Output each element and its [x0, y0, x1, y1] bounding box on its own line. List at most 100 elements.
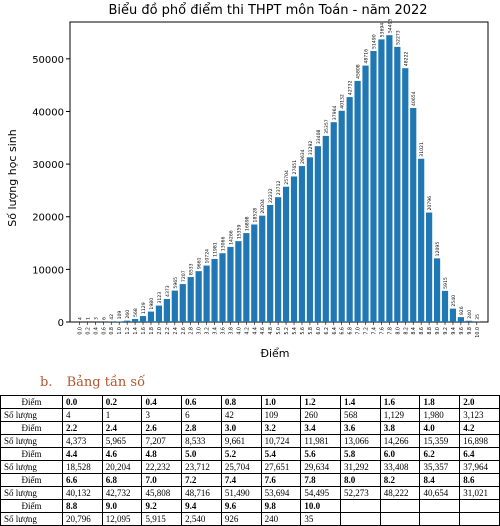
- bar-value-label: 568: [133, 308, 139, 317]
- count-cell: 260: [301, 409, 341, 422]
- count-cell: [420, 513, 460, 526]
- x-tick-label: 2.6: [181, 327, 187, 335]
- x-tick-label: 6.0: [316, 327, 322, 335]
- x-tick-label: 3.6: [220, 327, 226, 335]
- bar: [434, 258, 440, 322]
- count-cell: 5,915: [142, 513, 182, 526]
- bar: [410, 108, 416, 322]
- bar-value-label: 35: [475, 314, 481, 320]
- bar: [402, 68, 408, 322]
- score-cell: 9.4: [182, 500, 222, 513]
- bar: [267, 205, 273, 322]
- score-cell: 2.4: [102, 422, 142, 435]
- bar: [370, 51, 376, 322]
- score-header-cell: Điểm: [1, 448, 63, 461]
- bar-value-label: 31292: [308, 141, 314, 156]
- bar-value-label: 54495: [387, 18, 393, 33]
- count-cell: 42: [221, 409, 261, 422]
- count-cell: 11,981: [301, 435, 341, 448]
- bar: [458, 317, 464, 322]
- bar-value-label: 260: [125, 310, 131, 319]
- x-tick-label: 8.0: [395, 327, 401, 335]
- score-cell: 5.0: [182, 448, 222, 461]
- count-cell: 12,095: [102, 513, 142, 526]
- bar-value-label: 33408: [316, 129, 322, 144]
- x-tick-label: 8.4: [411, 327, 417, 335]
- score-cell: 7.0: [142, 474, 182, 487]
- x-tick-label: 3.0: [197, 327, 203, 335]
- score-cell: 0.4: [142, 396, 182, 409]
- x-tick-label: 3.2: [205, 327, 211, 335]
- bar: [204, 266, 210, 322]
- score-cell: 7.4: [221, 474, 261, 487]
- score-cell: 8.4: [420, 474, 460, 487]
- bar: [394, 47, 400, 322]
- count-cell: 53,694: [261, 487, 301, 500]
- section-heading: b. Bảng tần số: [40, 375, 145, 390]
- score-cell: 10.0: [301, 500, 341, 513]
- bar-value-label: 5965: [173, 277, 179, 289]
- score-cell: 3.0: [221, 422, 261, 435]
- score-header-cell: Điểm: [1, 500, 63, 513]
- count-cell: 9,661: [221, 435, 261, 448]
- count-cell: 4,373: [63, 435, 103, 448]
- bar: [140, 316, 146, 322]
- bar-value-label: 51490: [371, 34, 377, 49]
- bar-value-label: 8533: [189, 263, 195, 275]
- bar: [347, 97, 353, 322]
- bar-value-label: 5915: [443, 277, 449, 289]
- count-cell: 568: [341, 409, 381, 422]
- x-tick-label: 6.6: [340, 327, 346, 335]
- y-tick-label: 20000: [32, 213, 64, 224]
- x-tick-label: 4.6: [260, 327, 266, 335]
- y-tick-label: 40000: [32, 107, 64, 118]
- bar-value-label: 4373: [165, 285, 171, 297]
- count-cell: 4: [63, 409, 103, 422]
- x-tick-label: 9.8: [467, 327, 473, 335]
- bar: [251, 224, 257, 322]
- x-tick-label: 2.0: [157, 327, 163, 335]
- score-cell: 9.0: [102, 500, 142, 513]
- bar-value-label: 926: [459, 306, 465, 315]
- x-tick-label: 6.8: [348, 327, 354, 335]
- count-cell: 8,533: [182, 435, 222, 448]
- bar: [466, 321, 472, 322]
- bar: [323, 136, 329, 322]
- section-title: Bảng tần số: [67, 375, 145, 390]
- bar-value-label: 7207: [181, 270, 187, 282]
- count-cell: 29,634: [301, 461, 341, 474]
- bar-value-label: 13066: [220, 237, 226, 252]
- bar: [331, 122, 337, 322]
- score-cell: 0.6: [182, 396, 222, 409]
- count-cell: 7,207: [142, 435, 182, 448]
- count-cell: 10,724: [261, 435, 301, 448]
- x-tick-label: 9.6: [459, 327, 465, 335]
- y-tick-label: 10000: [32, 265, 64, 276]
- score-cell: 4.4: [63, 448, 103, 461]
- x-tick-label: 7.0: [356, 327, 362, 335]
- score-cell: 8.6: [460, 474, 500, 487]
- x-tick-label: 5.6: [300, 327, 306, 335]
- score-header-cell: Điểm: [1, 474, 63, 487]
- score-header-cell: Điểm: [1, 422, 63, 435]
- score-cell: 8.8: [63, 500, 103, 513]
- bar-value-label: 15359: [236, 224, 242, 239]
- bar-value-label: 48716: [364, 49, 370, 64]
- count-cell: 5,965: [102, 435, 142, 448]
- bar-value-label: 4: [77, 317, 83, 320]
- x-tick-label: 2.8: [189, 327, 195, 335]
- bar-value-label: 22232: [268, 188, 274, 203]
- bar-value-label: 45808: [356, 64, 362, 79]
- count-cell: 20,204: [102, 461, 142, 474]
- x-tick-label: 1.2: [125, 327, 131, 335]
- x-tick-label: 1.6: [141, 327, 147, 335]
- count-cell: 31,021: [460, 487, 500, 500]
- bar: [188, 277, 194, 322]
- bar: [307, 157, 313, 322]
- bar-value-label: 31021: [419, 142, 425, 157]
- count-cell: 13,066: [341, 435, 381, 448]
- score-cell: 5.2: [221, 448, 261, 461]
